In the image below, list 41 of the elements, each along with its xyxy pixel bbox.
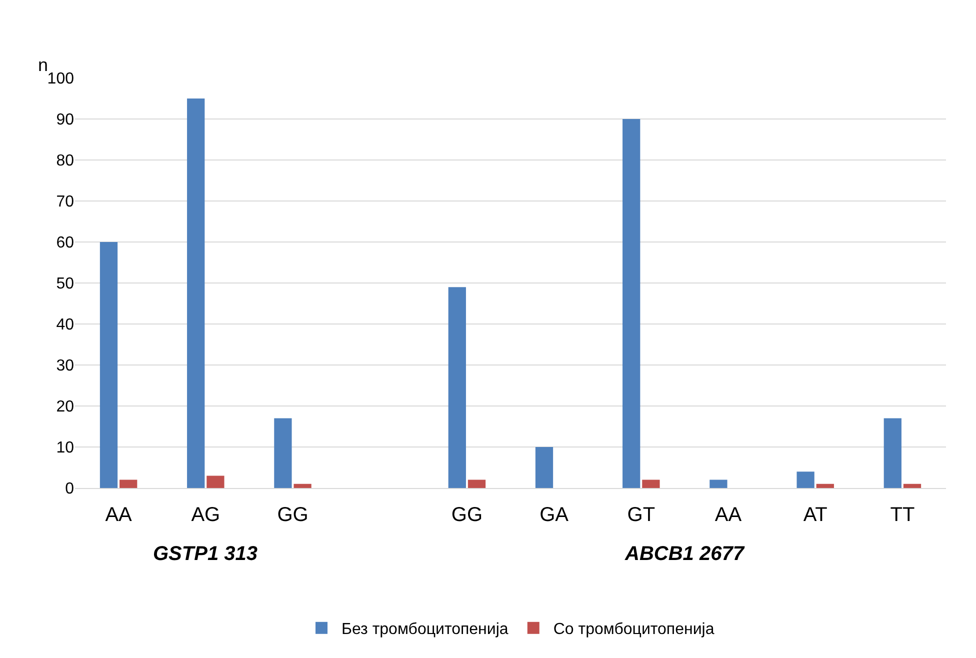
x-tick-label: GG xyxy=(277,504,308,526)
bar xyxy=(796,472,814,488)
x-tick-label: TT xyxy=(890,504,915,526)
y-tick-label: 30 xyxy=(56,358,74,375)
y-tick-label: 100 xyxy=(47,70,74,88)
bar xyxy=(816,484,834,488)
y-tick-label: 10 xyxy=(56,440,74,457)
y-tick-label: 90 xyxy=(56,112,74,129)
bar xyxy=(535,447,554,488)
bar xyxy=(622,119,640,488)
y-tick-label: 0 xyxy=(65,480,74,498)
y-tick-label: 40 xyxy=(56,316,74,334)
y-tick-label: 60 xyxy=(56,234,74,252)
text: GSTP1 313 xyxy=(153,543,258,565)
bar xyxy=(884,418,902,488)
bar xyxy=(642,480,660,488)
bar xyxy=(710,480,728,488)
x-tick-label: GT xyxy=(627,504,656,526)
x-tick-label: GG xyxy=(451,504,483,526)
y-tick-label: 70 xyxy=(56,194,74,211)
x-tick-label: AA xyxy=(105,504,133,526)
bar xyxy=(294,484,312,488)
y-axis-title: n xyxy=(38,55,48,75)
x-tick-label: AG xyxy=(191,504,220,526)
legend-label: Без тромбоцитопенија xyxy=(342,621,508,638)
text: ABCB1 2677 xyxy=(624,543,745,565)
bar xyxy=(274,418,292,488)
bar xyxy=(100,242,118,488)
bar xyxy=(448,287,466,488)
y-tick-label: 20 xyxy=(56,398,74,416)
bar xyxy=(206,476,224,488)
bar xyxy=(187,98,205,488)
bar xyxy=(120,480,138,488)
legend-label: Со тромбоцитопенија xyxy=(553,621,714,638)
x-tick-label: GA xyxy=(540,504,570,526)
x-tick-label: AA xyxy=(714,504,742,526)
bar xyxy=(903,484,922,488)
bar xyxy=(468,480,486,488)
x-tick-label: AT xyxy=(803,504,828,526)
y-tick-label: 80 xyxy=(56,152,74,170)
y-tick-label: 50 xyxy=(56,276,74,293)
